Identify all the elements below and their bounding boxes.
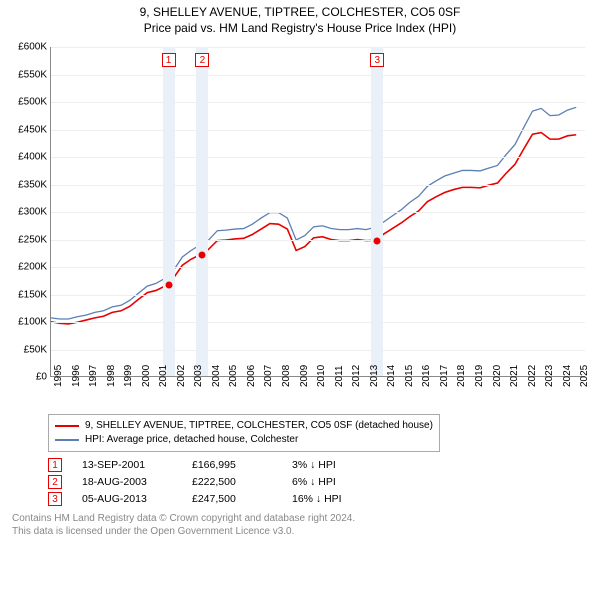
marker-band — [196, 47, 208, 376]
gridline — [51, 322, 585, 323]
x-tick-label: 2018 — [456, 365, 467, 387]
y-tick-label: £0 — [5, 372, 47, 383]
legend-item: 9, SHELLEY AVENUE, TIPTREE, COLCHESTER, … — [55, 419, 433, 433]
gridline — [51, 130, 585, 131]
x-tick-label: 2005 — [228, 365, 239, 387]
sales-row: 2 18-AUG-2003 £222,500 6% ↓ HPI — [48, 475, 590, 489]
x-tick-label: 2024 — [562, 365, 573, 387]
marker-number: 2 — [195, 53, 209, 67]
sales-row: 3 05-AUG-2013 £247,500 16% ↓ HPI — [48, 492, 590, 506]
y-tick-label: £150K — [5, 289, 47, 300]
x-tick-label: 2000 — [141, 365, 152, 387]
sale-date: 13-SEP-2001 — [82, 459, 172, 471]
gridline — [51, 157, 585, 158]
x-tick-label: 1996 — [71, 365, 82, 387]
y-tick-label: £500K — [5, 97, 47, 108]
plot-region: 1 2 3 — [50, 47, 585, 377]
sales-row: 1 13-SEP-2001 £166,995 3% ↓ HPI — [48, 458, 590, 472]
sale-date: 18-AUG-2003 — [82, 476, 172, 488]
footer-line-1: Contains HM Land Registry data © Crown c… — [12, 512, 590, 525]
sale-number: 1 — [48, 458, 62, 472]
sale-price: £166,995 — [192, 459, 272, 471]
x-tick-label: 2007 — [263, 365, 274, 387]
gridline — [51, 295, 585, 296]
y-tick-label: £100K — [5, 317, 47, 328]
x-tick-label: 2011 — [334, 365, 345, 387]
sale-dot — [165, 282, 172, 289]
sale-number: 3 — [48, 492, 62, 506]
sale-dot — [374, 237, 381, 244]
x-tick-label: 2025 — [579, 365, 590, 387]
sales-table: 1 13-SEP-2001 £166,995 3% ↓ HPI 2 18-AUG-2003… — [48, 458, 590, 506]
y-tick-label: £50K — [5, 344, 47, 355]
x-tick-label: 2012 — [351, 365, 362, 387]
sale-hpi-diff: 6% ↓ HPI — [292, 476, 392, 488]
x-tick-label: 2017 — [439, 365, 450, 387]
marker-band — [163, 47, 175, 376]
legend: 9, SHELLEY AVENUE, TIPTREE, COLCHESTER, … — [48, 414, 440, 452]
x-tick-label: 2009 — [299, 365, 310, 387]
marker-number: 3 — [370, 53, 384, 67]
sale-date: 05-AUG-2013 — [82, 493, 172, 505]
gridline — [51, 267, 585, 268]
x-tick-label: 2016 — [421, 365, 432, 387]
chart-subtitle: Price paid vs. HM Land Registry's House … — [0, 21, 600, 35]
y-tick-label: £250K — [5, 234, 47, 245]
x-tick-label: 1997 — [88, 365, 99, 387]
y-tick-label: £550K — [5, 69, 47, 80]
gridline — [51, 240, 585, 241]
chart-title: 9, SHELLEY AVENUE, TIPTREE, COLCHESTER, … — [0, 5, 600, 19]
x-tick-label: 2019 — [474, 365, 485, 387]
y-tick-label: £300K — [5, 207, 47, 218]
chart-area: £0 £50K £100K £150K £200K £250K £300K £350K £400… — [5, 42, 595, 412]
footer-line-2: This data is licensed under the Open Gov… — [12, 525, 590, 538]
x-tick-label: 1999 — [123, 365, 134, 387]
gridline — [51, 47, 585, 48]
legend-swatch — [55, 425, 79, 427]
gridline — [51, 102, 585, 103]
legend-item: HPI: Average price, detached house, Colc… — [55, 433, 433, 447]
legend-label: HPI: Average price, detached house, Colc… — [85, 433, 298, 447]
x-tick-label: 2003 — [193, 365, 204, 387]
sale-number: 2 — [48, 475, 62, 489]
x-tick-label: 2006 — [246, 365, 257, 387]
gridline — [51, 75, 585, 76]
x-tick-label: 1998 — [106, 365, 117, 387]
x-tick-label: 2001 — [158, 365, 169, 387]
sale-hpi-diff: 16% ↓ HPI — [292, 493, 392, 505]
marker-band — [371, 47, 383, 376]
x-tick-label: 2015 — [404, 365, 415, 387]
y-tick-label: £450K — [5, 124, 47, 135]
x-tick-label: 2013 — [369, 365, 380, 387]
sale-hpi-diff: 3% ↓ HPI — [292, 459, 392, 471]
footer-attribution: Contains HM Land Registry data © Crown c… — [12, 512, 590, 538]
x-tick-label: 2022 — [527, 365, 538, 387]
y-tick-label: £200K — [5, 262, 47, 273]
x-tick-label: 2008 — [281, 365, 292, 387]
gridline — [51, 212, 585, 213]
x-tick-label: 2004 — [211, 365, 222, 387]
y-tick-label: £350K — [5, 179, 47, 190]
marker-number: 1 — [162, 53, 176, 67]
x-tick-label: 1995 — [53, 365, 64, 387]
gridline — [51, 350, 585, 351]
sale-dot — [199, 251, 206, 258]
x-tick-label: 2020 — [492, 365, 503, 387]
y-tick-label: £600K — [5, 42, 47, 53]
chart-header: 9, SHELLEY AVENUE, TIPTREE, COLCHESTER, … — [0, 0, 600, 37]
x-tick-label: 2021 — [509, 365, 520, 387]
x-tick-label: 2014 — [386, 365, 397, 387]
x-tick-label: 2002 — [176, 365, 187, 387]
sale-price: £247,500 — [192, 493, 272, 505]
gridline — [51, 185, 585, 186]
x-tick-label: 2023 — [544, 365, 555, 387]
legend-label: 9, SHELLEY AVENUE, TIPTREE, COLCHESTER, … — [85, 419, 433, 433]
x-tick-label: 2010 — [316, 365, 327, 387]
legend-swatch — [55, 439, 79, 441]
series-line — [51, 107, 576, 319]
sale-price: £222,500 — [192, 476, 272, 488]
y-tick-label: £400K — [5, 152, 47, 163]
